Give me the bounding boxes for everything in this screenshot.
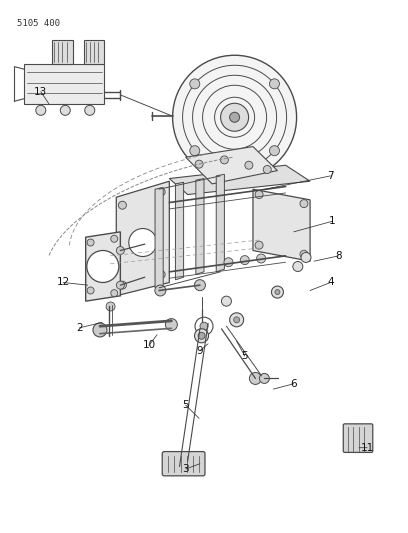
Circle shape: [85, 106, 95, 115]
Circle shape: [263, 165, 271, 174]
Circle shape: [106, 302, 115, 311]
Text: 5: 5: [242, 351, 248, 361]
Text: 6: 6: [290, 379, 297, 389]
Circle shape: [195, 317, 213, 335]
Circle shape: [257, 254, 266, 263]
Text: 2: 2: [76, 323, 83, 333]
Text: 7: 7: [327, 171, 334, 181]
Polygon shape: [84, 40, 104, 64]
Text: 13: 13: [34, 87, 47, 96]
FancyBboxPatch shape: [162, 451, 205, 476]
Circle shape: [87, 287, 94, 294]
Polygon shape: [52, 40, 73, 64]
Polygon shape: [175, 182, 184, 280]
Circle shape: [271, 286, 284, 298]
Text: 3: 3: [182, 464, 189, 474]
Circle shape: [198, 332, 205, 340]
Polygon shape: [216, 174, 224, 272]
Circle shape: [157, 270, 165, 279]
Circle shape: [259, 374, 269, 383]
Circle shape: [240, 256, 249, 264]
Circle shape: [157, 188, 165, 196]
Text: 8: 8: [335, 251, 342, 261]
Circle shape: [269, 146, 279, 156]
Polygon shape: [253, 189, 310, 261]
Circle shape: [195, 280, 205, 290]
Circle shape: [60, 106, 70, 115]
Circle shape: [230, 313, 244, 327]
Circle shape: [230, 112, 239, 122]
Text: 5105 400: 5105 400: [17, 19, 60, 28]
Circle shape: [249, 373, 262, 384]
Circle shape: [93, 323, 107, 337]
Text: 9: 9: [197, 346, 203, 356]
Polygon shape: [24, 64, 104, 104]
Polygon shape: [186, 147, 277, 184]
Circle shape: [116, 246, 124, 255]
Circle shape: [195, 329, 208, 343]
Circle shape: [111, 289, 118, 297]
Circle shape: [36, 106, 46, 115]
Polygon shape: [196, 179, 204, 274]
Circle shape: [293, 262, 303, 271]
Polygon shape: [116, 181, 169, 296]
Circle shape: [301, 253, 311, 262]
Circle shape: [245, 161, 253, 169]
Text: 12: 12: [57, 278, 70, 287]
Circle shape: [155, 285, 166, 296]
Circle shape: [116, 281, 124, 289]
Circle shape: [269, 79, 279, 89]
Circle shape: [190, 79, 200, 89]
Circle shape: [118, 281, 126, 289]
Circle shape: [255, 241, 263, 249]
Polygon shape: [86, 232, 120, 301]
Circle shape: [300, 250, 308, 259]
Text: 10: 10: [142, 341, 155, 350]
Text: 5: 5: [182, 400, 189, 410]
Circle shape: [173, 55, 297, 179]
Circle shape: [220, 156, 228, 164]
Circle shape: [300, 199, 308, 208]
Circle shape: [255, 190, 263, 199]
Text: 1: 1: [329, 216, 336, 226]
Circle shape: [118, 201, 126, 209]
Circle shape: [195, 160, 203, 168]
Circle shape: [224, 258, 233, 266]
Circle shape: [190, 146, 200, 156]
Circle shape: [111, 235, 118, 243]
Text: 4: 4: [327, 278, 334, 287]
Circle shape: [129, 229, 157, 256]
Polygon shape: [169, 165, 310, 195]
Circle shape: [200, 322, 208, 330]
Circle shape: [87, 239, 94, 246]
Circle shape: [87, 251, 119, 282]
Circle shape: [275, 289, 280, 295]
Circle shape: [222, 296, 231, 306]
FancyBboxPatch shape: [343, 424, 373, 453]
Circle shape: [221, 103, 248, 131]
Circle shape: [234, 317, 239, 323]
Text: 11: 11: [361, 443, 374, 453]
Circle shape: [165, 319, 177, 330]
Polygon shape: [155, 188, 163, 288]
